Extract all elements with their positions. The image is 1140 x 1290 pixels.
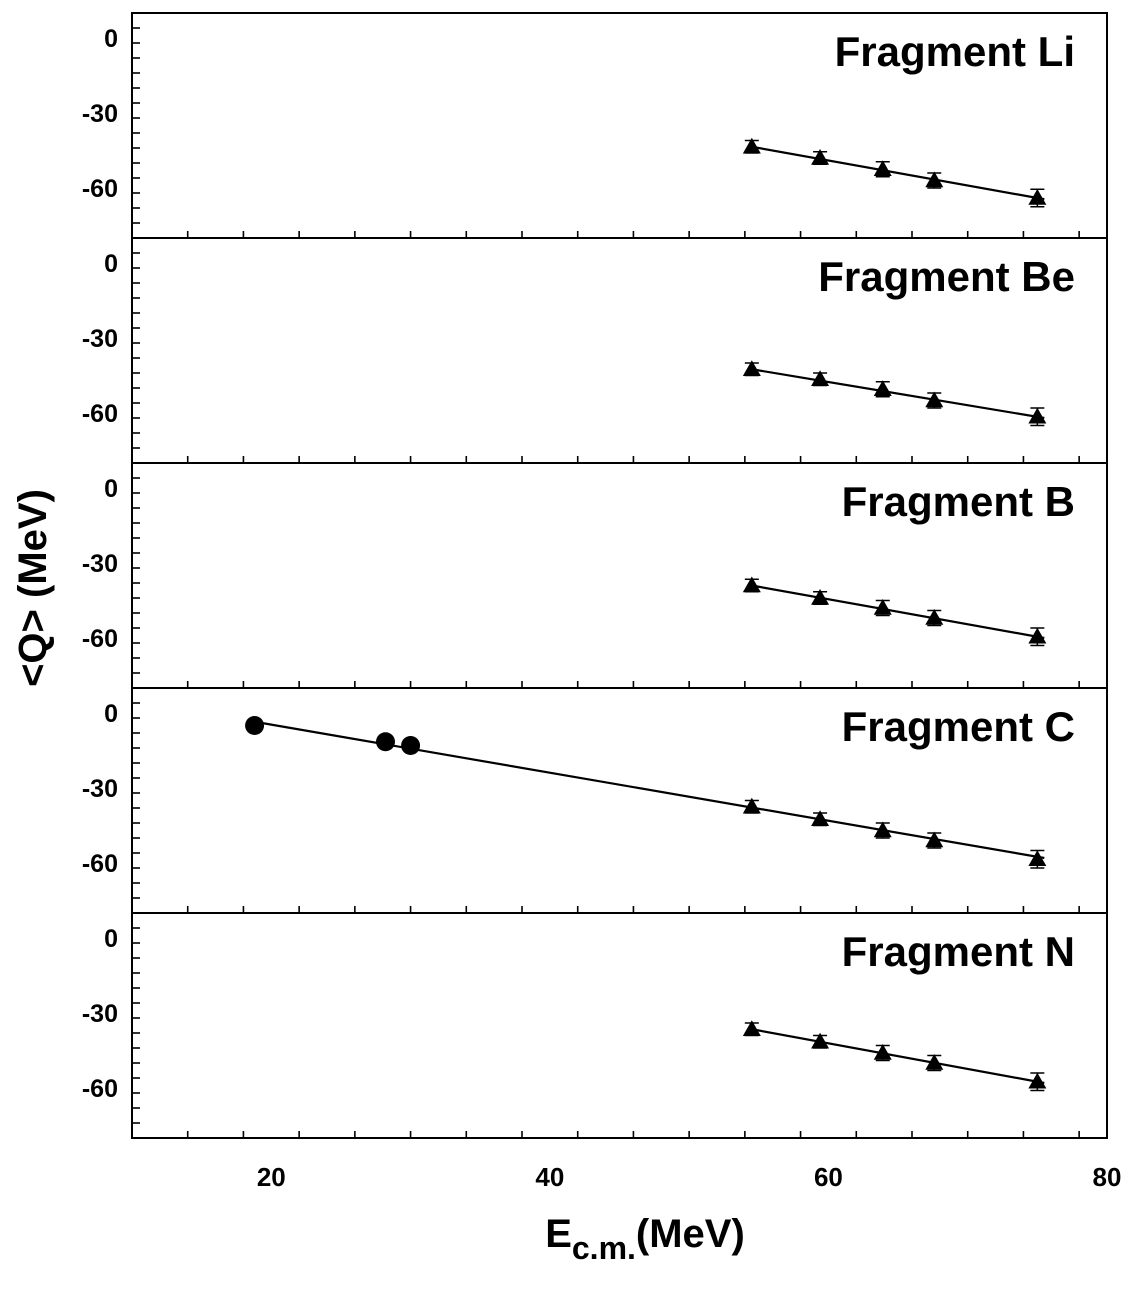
y-tick-label: -30 [82, 325, 118, 353]
x-tick-label: 60 [814, 1162, 843, 1192]
triangle-point [1028, 627, 1047, 644]
triangle-point [925, 171, 944, 188]
triangle-point [873, 160, 892, 176]
triangle-point [742, 576, 761, 593]
panel-frame [131, 912, 1108, 1139]
x-tick-label: 80 [1093, 1162, 1122, 1192]
triangle-point [1028, 407, 1047, 424]
panel-label: Fragment Be [818, 253, 1075, 300]
triangle-point [873, 821, 892, 838]
x-tick-label: 20 [257, 1162, 286, 1192]
y-tick-label: -30 [82, 775, 118, 803]
x-tick-label: 40 [535, 1162, 564, 1192]
y-tick-label: -60 [82, 625, 118, 653]
panel-2: 0 -30 -60 Fragment B [82, 462, 1108, 689]
y-axis-title: <Q> (MeV) [11, 489, 55, 687]
triangle-point [1028, 1072, 1047, 1089]
circle-point [401, 736, 421, 755]
panel-3: 0 -30 -60 Fragment C [82, 687, 1108, 914]
panel-label: Fragment B [842, 478, 1075, 525]
triangle-point [811, 370, 830, 386]
triangle-point [742, 360, 761, 376]
triangle-point [742, 1020, 761, 1036]
fit-line [751, 1028, 1045, 1085]
y-tick-label: -60 [82, 1075, 118, 1103]
y-tick-label: 0 [104, 925, 118, 953]
x-axis: 20 40 60 80 [257, 1162, 1122, 1192]
panel-0: 0 -30 -60 Fragment Li [82, 12, 1108, 239]
circle-point [245, 716, 265, 735]
fit-line [751, 145, 1045, 201]
fit-line [751, 368, 1045, 420]
fit-line [751, 584, 1045, 640]
panel-4: 0 -30 -60 Fragment N [82, 912, 1108, 1139]
y-tick-label: -30 [82, 550, 118, 578]
y-tick-label: -30 [82, 1000, 118, 1028]
panel-label: Fragment C [842, 703, 1075, 750]
y-tick-label: 0 [104, 25, 118, 53]
panel-label: Fragment N [842, 928, 1075, 975]
triangle-point [873, 599, 892, 615]
panel-label: Fragment Li [835, 28, 1075, 75]
triangle-point [811, 589, 830, 605]
x-axis-title: Ec.m.(MeV) [545, 1212, 745, 1266]
x-axis-title-unit: (MeV) [636, 1212, 745, 1256]
triangle-point [873, 380, 892, 396]
y-tick-label: -60 [82, 850, 118, 878]
triangle-point [925, 609, 944, 625]
y-tick-label: -60 [82, 400, 118, 428]
triangle-point [925, 831, 944, 848]
y-tick-label: 0 [104, 700, 118, 728]
y-tick-label: 0 [104, 475, 118, 503]
triangle-point [742, 137, 761, 154]
triangle-point [925, 1054, 944, 1070]
triangle-point [811, 810, 830, 826]
triangle-point [811, 1032, 830, 1049]
triangle-point [925, 391, 944, 408]
panel-1: 0 -30 -60 Fragment Be [82, 237, 1108, 464]
triangle-point [873, 1044, 892, 1060]
x-axis-title-subscript: c.m. [572, 1230, 636, 1266]
x-axis-title-main: E [545, 1212, 572, 1256]
triangle-point [1028, 189, 1047, 205]
y-tick-label: -60 [82, 175, 118, 203]
y-tick-label: -30 [82, 100, 118, 128]
triangle-point [1028, 850, 1047, 866]
triangle-point [742, 797, 761, 814]
triangle-point [811, 149, 830, 165]
circle-point [376, 732, 395, 752]
y-tick-label: 0 [104, 250, 118, 278]
panels-layer: 0 -30 -60 Fragment Li 0 -30 -60 Fragment Be 0 -30… [82, 12, 1108, 1139]
